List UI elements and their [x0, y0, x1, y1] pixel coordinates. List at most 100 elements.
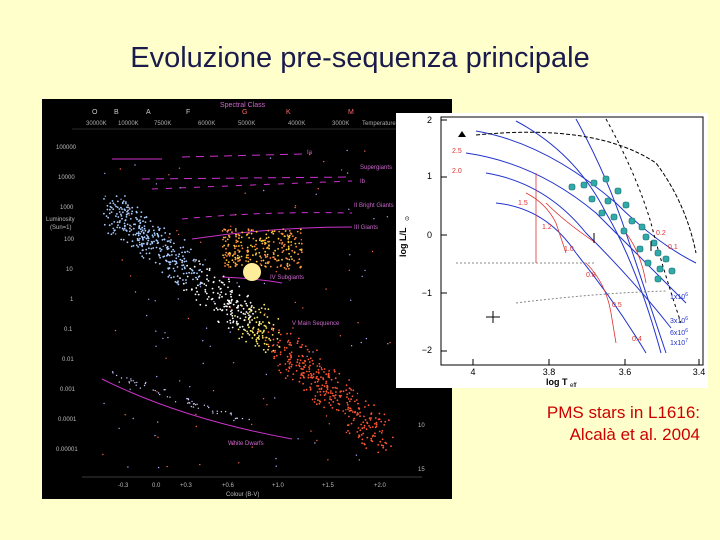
star-dot	[290, 344, 293, 346]
star-dot	[265, 343, 268, 346]
star-dot	[232, 303, 235, 306]
star-dot	[248, 314, 250, 317]
star-dot	[170, 239, 172, 241]
star-dot	[172, 267, 175, 270]
star-dot	[289, 332, 292, 335]
star-dot	[135, 216, 137, 219]
star-dot	[207, 280, 210, 282]
y-ticks: 2 1 0 −1 −2	[422, 115, 432, 355]
star-dot	[267, 343, 269, 346]
temperature-3: 6000K	[198, 121, 215, 127]
star-dot	[293, 259, 295, 262]
star-dot	[255, 340, 258, 343]
star-dot	[354, 400, 356, 403]
star-dot	[146, 234, 148, 237]
star-dot	[381, 438, 384, 441]
star-dot	[220, 281, 223, 284]
star-dot	[126, 377, 128, 379]
star-dot	[147, 230, 150, 233]
star-dot	[185, 288, 188, 291]
star-dot	[138, 226, 141, 228]
star-dot	[371, 426, 374, 428]
star-dot	[248, 236, 251, 239]
star-dot	[267, 308, 270, 311]
star-dot	[348, 379, 351, 381]
star-dot	[131, 206, 134, 209]
star-dot	[287, 245, 290, 248]
star-dot	[196, 278, 199, 281]
star-dot	[173, 242, 175, 245]
star-dot	[273, 357, 275, 360]
star-dot	[288, 230, 291, 232]
star-dot	[304, 345, 307, 348]
star-dot	[279, 371, 282, 374]
star-dot	[157, 226, 159, 228]
star-dot	[116, 226, 119, 229]
star-dot	[302, 371, 304, 374]
star-dot	[251, 330, 254, 333]
star-dot	[363, 415, 365, 418]
star-dot	[249, 329, 252, 332]
lum-tick-10: 0.00001	[56, 447, 78, 453]
star-dot	[234, 262, 237, 265]
star-dot	[233, 244, 236, 247]
star-dot	[175, 257, 178, 260]
star-dot	[183, 257, 186, 260]
star-dot	[245, 250, 248, 252]
spectral-class-label: Spectral Class	[220, 102, 266, 109]
star-dot	[316, 385, 318, 387]
star-dot	[260, 259, 263, 262]
star-dot	[356, 392, 359, 395]
star-dot	[340, 394, 342, 397]
star-dot	[267, 331, 270, 333]
star-dot	[247, 260, 250, 263]
star-dot	[229, 293, 232, 296]
star-dot	[124, 219, 127, 222]
star-dot	[228, 254, 231, 257]
star-dot	[285, 257, 288, 260]
star-dot	[143, 384, 146, 387]
star-dot	[120, 238, 123, 241]
star-dot	[302, 307, 304, 309]
star-dot	[357, 427, 360, 429]
star-dot	[281, 258, 283, 261]
star-dot	[301, 344, 304, 346]
star-dot	[196, 272, 198, 275]
star-dot	[200, 241, 202, 243]
star-dot	[370, 413, 372, 415]
star-dot	[325, 380, 328, 383]
star-dot	[354, 411, 356, 414]
star-dot	[247, 228, 250, 231]
star-dot	[156, 240, 159, 242]
star-dot	[275, 354, 278, 357]
star-dot	[250, 229, 253, 232]
star-dot	[185, 272, 188, 275]
star-dot	[207, 296, 210, 298]
spectral-class-g: G	[242, 109, 247, 116]
star-dot	[316, 349, 318, 352]
y-axis-label-1: Luminosity	[46, 217, 75, 223]
x-tick-1: 3.8	[543, 367, 556, 377]
star-dot	[288, 252, 290, 255]
star-dot	[230, 313, 232, 316]
star-dot	[221, 230, 224, 232]
star-dot	[264, 308, 267, 310]
star-dot	[268, 247, 270, 250]
star-dot	[262, 348, 265, 351]
star-dot	[309, 357, 312, 360]
star-dot	[183, 239, 186, 241]
spectral-classes: O B A F G K M	[92, 109, 354, 116]
star-dot	[336, 387, 338, 390]
star-dot	[286, 355, 289, 358]
star-dot	[298, 258, 301, 261]
star-dot	[241, 336, 243, 338]
star-dot	[297, 340, 299, 343]
star-dot	[174, 263, 177, 266]
star-dot	[187, 317, 190, 320]
star-dot	[264, 250, 267, 253]
star-dot	[219, 294, 221, 296]
star-dot	[230, 412, 232, 414]
star-dot	[277, 248, 279, 250]
star-dot	[212, 291, 215, 294]
star-dot	[275, 465, 277, 467]
